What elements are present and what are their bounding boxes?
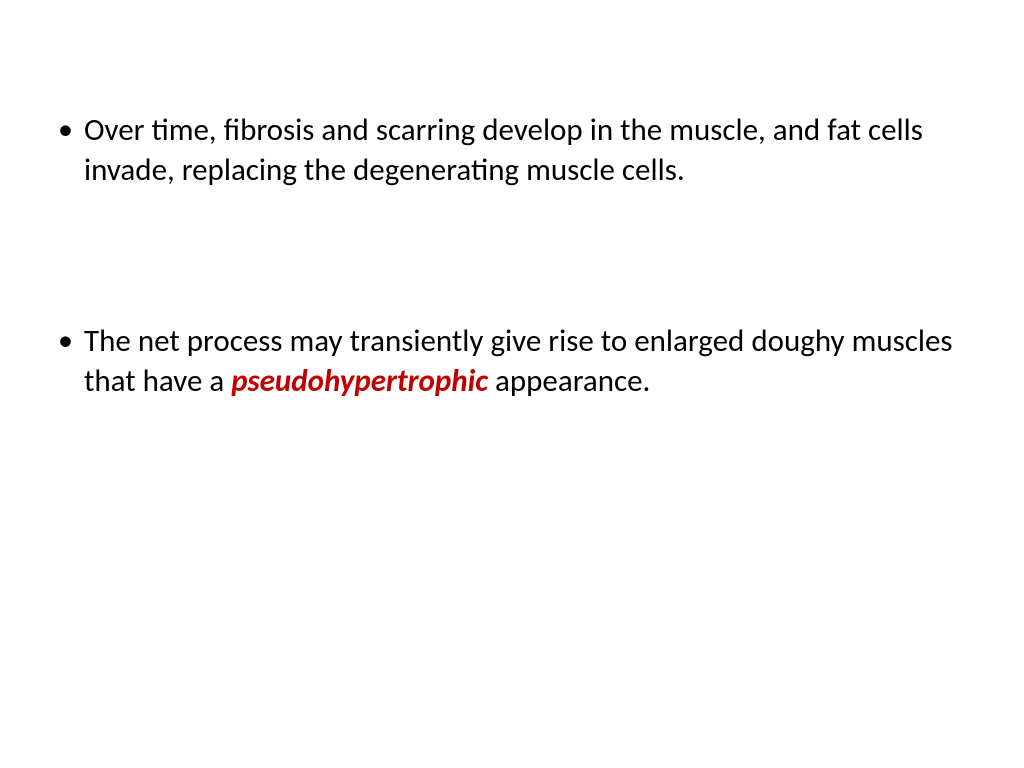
slide-container: Over time, fibrosis and scarring develop…: [0, 0, 1024, 768]
list-item: Over time, fibrosis and scarring develop…: [50, 110, 974, 191]
bullet-list: Over time, fibrosis and scarring develop…: [50, 110, 974, 401]
bullet-emphasis: pseudohypertrophic: [231, 362, 488, 400]
bullet-text-after: appearance.: [488, 362, 650, 400]
list-item: The net process may transiently give ris…: [50, 321, 974, 402]
bullet-text-before: Over time, fibrosis and scarring develop…: [84, 111, 923, 189]
